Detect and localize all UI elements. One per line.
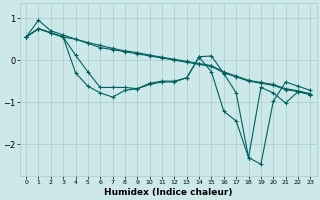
X-axis label: Humidex (Indice chaleur): Humidex (Indice chaleur) (104, 188, 232, 197)
